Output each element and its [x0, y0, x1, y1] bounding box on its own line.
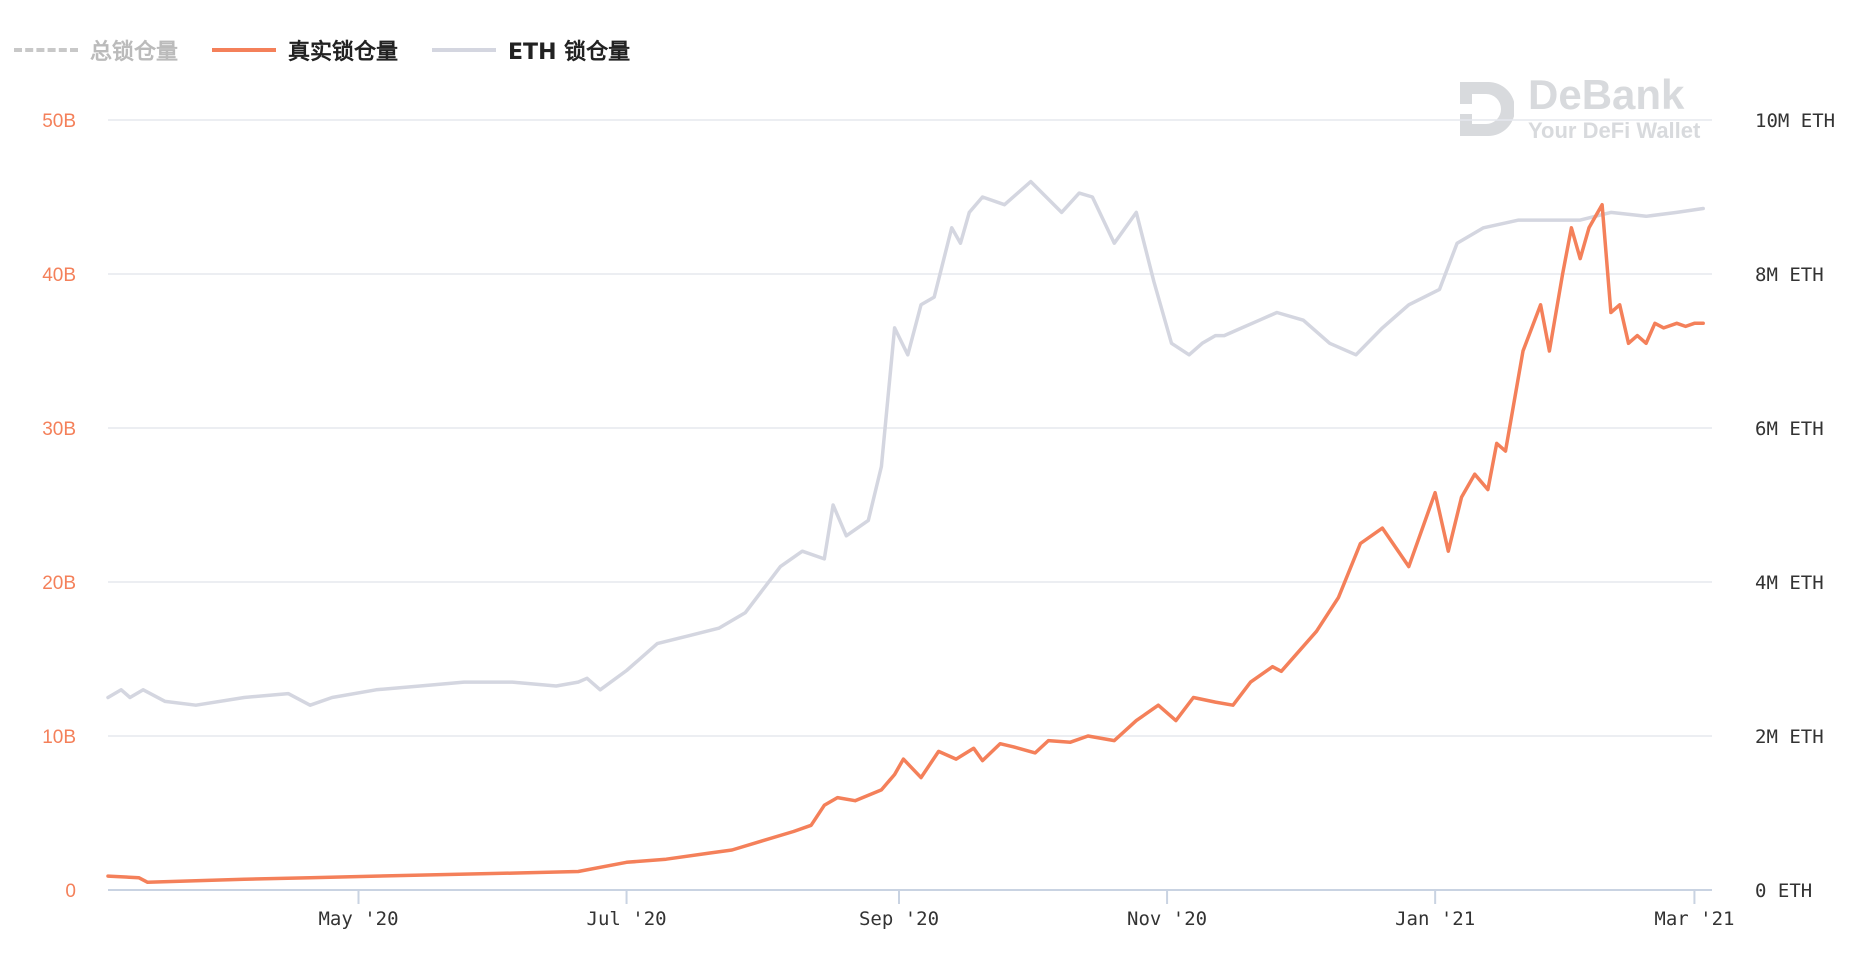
- legend-item-eth-tvl[interactable]: ETH 锁仓量: [432, 34, 630, 66]
- debank-logo-icon: [1460, 82, 1514, 136]
- chart-legend: 总锁仓量 真实锁仓量 ETH 锁仓量: [14, 32, 630, 68]
- legend-label-total-tvl: 总锁仓量: [90, 40, 179, 65]
- y-left-tick-label: 0: [65, 881, 76, 902]
- legend-item-real-tvl[interactable]: 真实锁仓量: [212, 34, 398, 66]
- debank-watermark: DeBank Your DeFi Wallet: [1458, 74, 1700, 144]
- x-tick-label: Jul '20: [587, 908, 667, 930]
- watermark-title: DeBank: [1528, 71, 1685, 118]
- watermark-subtitle: Your DeFi Wallet: [1528, 118, 1701, 143]
- y-left-tick-label: 40B: [42, 265, 76, 286]
- y-right-tick-label: 10M ETH: [1755, 110, 1835, 132]
- x-tick-label: Mar '21: [1654, 908, 1734, 930]
- legend-swatch-total-tvl: [14, 48, 78, 52]
- series-line-eth-tvl: [106, 179, 1705, 707]
- legend-label-real-tvl: 真实锁仓量: [288, 40, 399, 65]
- legend-swatch-eth-tvl: [432, 48, 497, 52]
- gridlines: [108, 119, 1712, 737]
- y-right-tick-label: 6M ETH: [1755, 418, 1824, 440]
- legend-label-eth-tvl: ETH 锁仓量: [508, 40, 631, 65]
- x-tick-label: May '20: [318, 908, 398, 930]
- y-left-tick-label: 20B: [42, 573, 76, 594]
- legend-swatch-real-tvl: [212, 48, 277, 52]
- series-line-real-tvl: [106, 202, 1705, 885]
- y-right-tick-label: 2M ETH: [1755, 726, 1824, 748]
- series-lines: [106, 179, 1705, 885]
- axes: 0 10B 20B 30B 40B 50B 0 ETH 2M ETH 4M ETH 6M ETH 8…: [42, 110, 1835, 930]
- y-right-tick-label: 8M ETH: [1755, 264, 1824, 286]
- y-right-tick-label: 4M ETH: [1755, 572, 1824, 594]
- y-left-tick-label: 50B: [42, 111, 76, 132]
- x-tick-label: Jan '21: [1395, 908, 1475, 930]
- x-tick-label: Sep '20: [859, 908, 939, 930]
- y-left-tick-label: 30B: [42, 419, 76, 440]
- y-left-tick-label: 10B: [42, 727, 76, 748]
- y-right-tick-label: 0 ETH: [1755, 880, 1812, 902]
- legend-item-total-tvl[interactable]: 总锁仓量: [14, 34, 178, 66]
- x-tick-label: Nov '20: [1127, 908, 1207, 930]
